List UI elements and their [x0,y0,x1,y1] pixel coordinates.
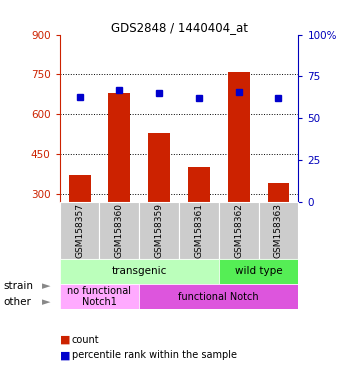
Bar [108,93,130,202]
Bar [188,167,210,202]
Text: no functional
Notch1: no functional Notch1 [68,286,132,307]
Bar [139,284,298,309]
Bar [60,259,219,284]
Bar [100,202,139,259]
Bar [60,284,139,309]
Text: ►: ► [42,281,50,291]
Bar [228,72,250,202]
Text: wild type: wild type [235,266,282,276]
Bar [69,175,90,202]
Bar [268,184,290,202]
Text: strain: strain [3,281,33,291]
Text: GSM158360: GSM158360 [115,203,124,258]
Bar [219,259,298,284]
Text: functional Notch: functional Notch [178,291,259,301]
Text: GSM158362: GSM158362 [234,203,243,258]
Text: percentile rank within the sample: percentile rank within the sample [72,350,237,360]
Bar [179,202,219,259]
Text: ■: ■ [60,335,70,345]
Text: GSM158359: GSM158359 [154,203,164,258]
Bar [60,202,100,259]
Text: ■: ■ [60,350,70,360]
Text: GSM158357: GSM158357 [75,203,84,258]
Bar [139,202,179,259]
Bar [258,202,298,259]
Text: GDS2848 / 1440404_at: GDS2848 / 1440404_at [110,21,248,34]
Text: GSM158363: GSM158363 [274,203,283,258]
Text: transgenic: transgenic [112,266,167,276]
Text: GSM158361: GSM158361 [194,203,204,258]
Bar [148,133,170,202]
Bar [219,202,258,259]
Text: ►: ► [42,297,50,307]
Text: other: other [3,297,31,307]
Text: count: count [72,335,99,345]
